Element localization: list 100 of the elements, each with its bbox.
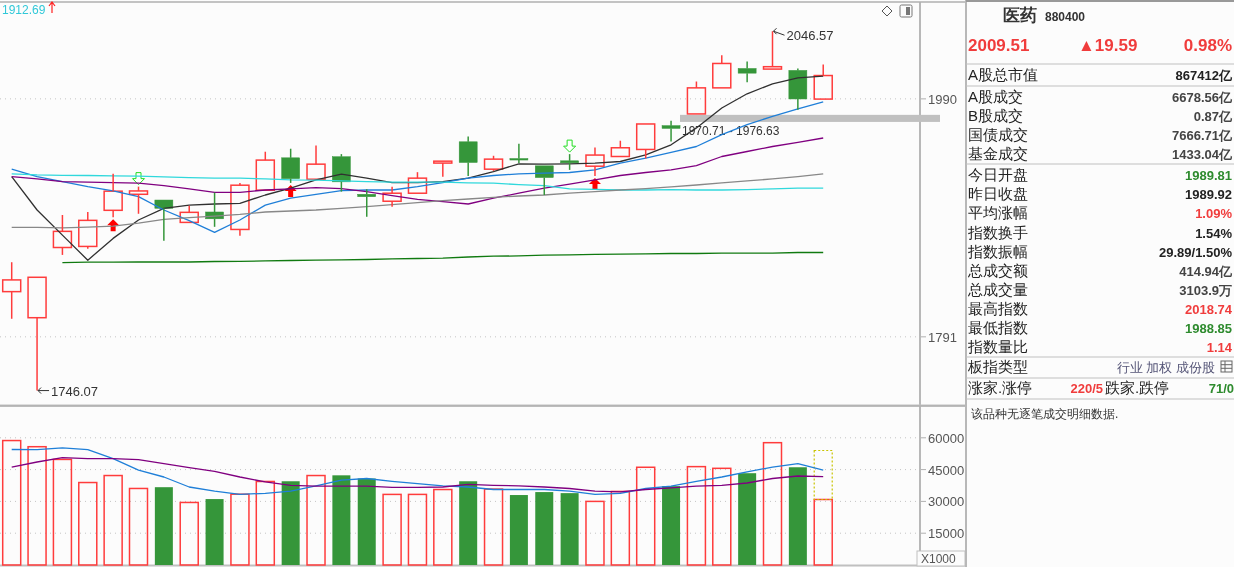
text: 基金成交 — [968, 145, 1028, 162]
text: 867412亿 — [1175, 68, 1233, 83]
y-axis-title: X1000 — [921, 552, 957, 566]
candlestick — [179, 204, 199, 224]
text: 最高指数 — [968, 300, 1028, 317]
bar — [459, 481, 478, 565]
text: 0.98% — [1183, 36, 1232, 55]
bar — [103, 474, 123, 566]
text: 71/0 — [1208, 381, 1234, 396]
candlestick — [154, 199, 174, 242]
text: 国债成交 — [968, 126, 1028, 143]
text: A股总市值 — [968, 66, 1039, 83]
text: 医药 — [1003, 6, 1037, 25]
text: 1988.85 — [1185, 321, 1232, 336]
bar — [813, 449, 833, 501]
bar — [179, 501, 199, 566]
bar — [407, 493, 428, 566]
candlestick — [737, 60, 757, 83]
bar — [306, 474, 326, 566]
bar — [332, 475, 351, 565]
bar — [635, 466, 656, 566]
text: 1989.81 — [1185, 168, 1232, 183]
bar — [281, 481, 300, 565]
text: 指数换手 — [967, 224, 1028, 241]
annotation: 2046.57 — [786, 28, 834, 44]
text: 1.14 — [1206, 340, 1233, 355]
bar — [738, 473, 757, 565]
candlestick — [306, 144, 326, 180]
text: 29.89/1.50% — [1158, 245, 1233, 260]
bar — [762, 441, 783, 566]
bar — [1, 439, 22, 566]
text: 3103.9万 — [1179, 283, 1232, 298]
text: 414.94亿 — [1179, 264, 1233, 279]
bar — [154, 487, 173, 565]
y-tick-label: 30000 — [928, 494, 965, 510]
candlestick — [458, 135, 478, 177]
bar — [27, 445, 47, 566]
candlestick — [382, 185, 402, 208]
candlestick — [509, 142, 529, 164]
bar — [357, 478, 376, 565]
candlestick — [712, 54, 732, 89]
annotation: 1746.07 — [51, 383, 99, 399]
bar — [382, 493, 402, 566]
y-tick-label: 1791 — [928, 329, 957, 345]
text: 1.09% — [1195, 206, 1233, 221]
text: 平均涨幅 — [968, 204, 1028, 221]
text: 指数振幅 — [967, 243, 1028, 260]
text: 昨日收盘 — [968, 185, 1028, 202]
text: 今日开盘 — [968, 166, 1028, 183]
bar — [535, 492, 554, 565]
y-tick-label: 15000 — [928, 526, 965, 542]
candlestick — [433, 160, 453, 178]
y-tick-label: 1990 — [928, 91, 957, 107]
line-series — [11, 137, 824, 205]
candlestick — [585, 146, 605, 177]
bar — [483, 488, 504, 566]
bar — [788, 467, 807, 565]
line-series — [11, 447, 824, 496]
bar — [509, 495, 528, 565]
candlestick — [813, 63, 833, 100]
bar — [813, 498, 833, 566]
line-series — [61, 251, 824, 264]
text: 7666.71亿 — [1172, 128, 1233, 143]
text: 6678.56亿 — [1172, 90, 1233, 105]
text: 跌家.跌停 — [1105, 379, 1170, 396]
text: 最低指数 — [968, 319, 1028, 336]
bar — [712, 467, 732, 566]
text: 1433.04亿 — [1172, 147, 1233, 162]
bar — [686, 465, 707, 566]
candlestick — [230, 182, 250, 237]
bar — [585, 500, 605, 566]
text: 880400 — [1045, 10, 1086, 24]
bar — [128, 487, 149, 566]
text: 板指类型 — [967, 358, 1028, 375]
y-tick-label: 45000 — [928, 462, 965, 478]
text: 1.54% — [1195, 226, 1233, 241]
text: ▲19.59 — [1078, 36, 1138, 55]
candlestick — [78, 211, 98, 250]
line-series — [11, 457, 824, 493]
text: 2018.74 — [1185, 302, 1233, 317]
y-tick-label: 60000 — [928, 430, 965, 446]
bar — [560, 493, 579, 565]
annotation: 1912.69 — [2, 3, 46, 17]
bar — [78, 481, 98, 566]
text: B股成交 — [968, 107, 1024, 124]
bar — [205, 499, 224, 565]
candlestick — [103, 173, 123, 219]
bar — [230, 493, 250, 566]
candlestick — [788, 67, 808, 111]
bar — [610, 490, 631, 566]
text: 2009.51 — [968, 36, 1030, 55]
text: 1989.92 — [1185, 187, 1232, 202]
text: A股成交 — [968, 88, 1024, 105]
bar — [255, 480, 276, 566]
bar — [662, 486, 681, 565]
text: 行业 加权 成份股 — [1116, 360, 1215, 375]
bar — [433, 488, 453, 566]
text: 总成交量 — [967, 281, 1028, 298]
text: 220/5 — [1070, 381, 1103, 396]
bar — [52, 458, 73, 566]
